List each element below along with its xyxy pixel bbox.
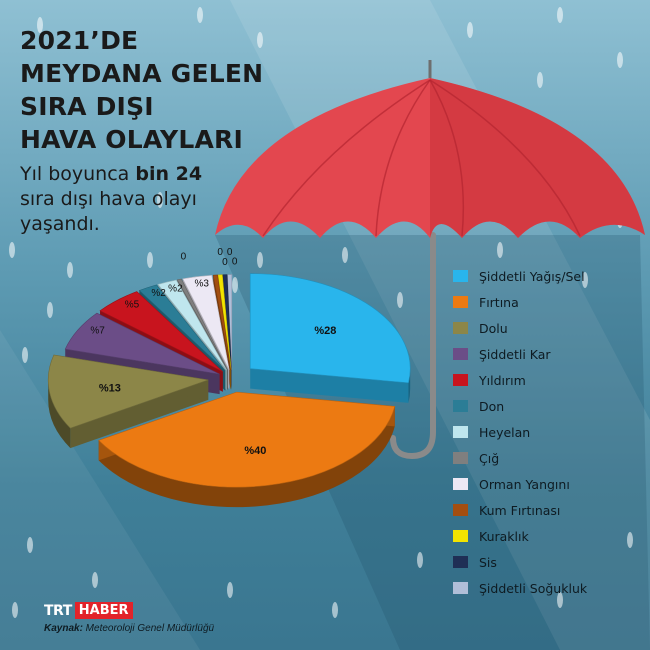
trt-haber-logo: TRT HABER [44, 602, 133, 619]
logo-haber-text: HABER [74, 602, 133, 619]
logo-trt-text: TRT [44, 602, 72, 619]
slice-value-label: %5 [125, 299, 140, 310]
chart-legend: Şiddetli Yağış/Sel Fırtına Dolu Şiddetli Ka… [453, 263, 643, 601]
title-line-1: 2021’DE [20, 26, 139, 55]
slice-cut [250, 368, 409, 403]
legend-item: Kum Fırtınası [453, 497, 643, 523]
slice-value-label: 0 [232, 257, 238, 268]
source-label: Kaynak: [44, 623, 83, 634]
slice-value-label: %7 [90, 325, 105, 336]
pie-slice [98, 391, 396, 508]
subtitle-line-3: yaşandı. [20, 213, 100, 235]
title-line-4: HAVA OLAYLARI [20, 125, 243, 154]
legend-item: Şiddetli Yağış/Sel [453, 263, 643, 289]
legend-item: Dolu [453, 315, 643, 341]
legend-item: Kuraklık [453, 523, 643, 549]
legend-swatch [453, 426, 468, 438]
legend-item: Fırtına [453, 289, 643, 315]
title-line-3: SIRA DIŞI [20, 92, 154, 121]
slice-value-label: %13 [99, 383, 121, 395]
slice-cut [70, 379, 209, 449]
slice-value-label: 0 [181, 252, 187, 263]
slice-top [217, 274, 232, 370]
slice-top [64, 312, 220, 375]
subtitle-line-1-text: Yıl boyunca [20, 163, 136, 185]
legend-item: Çığ [453, 445, 643, 471]
legend-swatch [453, 374, 468, 386]
legend-label: Dolu [479, 320, 508, 336]
legend-swatch [453, 478, 468, 490]
legend-item: Şiddetli Soğukluk [453, 575, 643, 601]
subtitle: Yıl boyunca bin 24 sıra dışı hava olayı … [20, 162, 280, 237]
legend-label: Orman Yangını [479, 476, 570, 492]
legend-label: Şiddetli Kar [479, 346, 551, 362]
pie-slice [47, 354, 209, 449]
subtitle-line-2: sıra dışı hava olayı [20, 188, 197, 210]
slice-value-label: %2 [168, 283, 183, 294]
slice-value-label: %2 [151, 288, 166, 299]
slice-top [212, 274, 231, 370]
legend-item: Orman Yangını [453, 471, 643, 497]
slice-top [182, 275, 230, 370]
slice-top [176, 278, 229, 371]
slice-top [99, 291, 223, 372]
legend-item: Heyelan [453, 419, 643, 445]
slice-wall [98, 406, 395, 508]
legend-label: Kum Fırtınası [479, 502, 561, 518]
slice-top [227, 274, 233, 370]
pie-slice [249, 273, 411, 403]
subtitle-line-1: Yıl boyunca bin 24 [20, 162, 280, 187]
legend-swatch [453, 348, 468, 360]
legend-swatch [453, 270, 468, 282]
slice-value-label: %40 [244, 445, 266, 457]
legend-label: Kuraklık [479, 528, 529, 544]
legend-item: Don [453, 393, 643, 419]
legend-swatch [453, 530, 468, 542]
legend-swatch [453, 322, 468, 334]
legend-swatch [453, 296, 468, 308]
legend-label: Şiddetli Soğukluk [479, 580, 588, 596]
slice-value-label: 0 [217, 247, 223, 258]
source-text: Meteoroloji Genel Müdürlüğü [82, 623, 215, 634]
legend-label: Yıldırım [479, 372, 526, 388]
source-note: Kaynak: Meteoroloji Genel Müdürlüğü [44, 623, 214, 634]
slice-value-label: 0 [227, 247, 233, 258]
slice-top [138, 284, 226, 371]
legend-item: Sis [453, 549, 643, 575]
slice-value-label: %28 [314, 325, 336, 337]
slice-top [249, 273, 411, 384]
legend-label: Çığ [479, 450, 500, 466]
legend-swatch [453, 582, 468, 594]
slice-top [47, 354, 209, 429]
legend-item: Şiddetli Kar [453, 341, 643, 367]
slice-top [98, 391, 396, 488]
legend-label: Fırtına [479, 294, 519, 310]
legend-item: Yıldırım [453, 367, 643, 393]
slice-value-label: %3 [194, 279, 209, 290]
legend-label: Sis [479, 554, 497, 570]
slice-wall [48, 379, 71, 449]
title-line-2: MEYDANA GELEN [20, 59, 264, 88]
slice-value-label: 0 [222, 257, 228, 268]
legend-swatch [453, 400, 468, 412]
legend-label: Şiddetli Yağış/Sel [479, 268, 585, 284]
slice-top [157, 279, 228, 371]
slice-top [222, 274, 232, 370]
legend-swatch [453, 504, 468, 516]
page-title: 2021’DE MEYDANA GELEN SIRA DIŞI HAVA OLA… [20, 24, 320, 156]
legend-label: Heyelan [479, 424, 531, 440]
legend-swatch [453, 452, 468, 464]
legend-swatch [453, 556, 468, 568]
rain-drops [9, 7, 633, 618]
subtitle-highlight: bin 24 [135, 163, 203, 185]
legend-label: Don [479, 398, 505, 414]
